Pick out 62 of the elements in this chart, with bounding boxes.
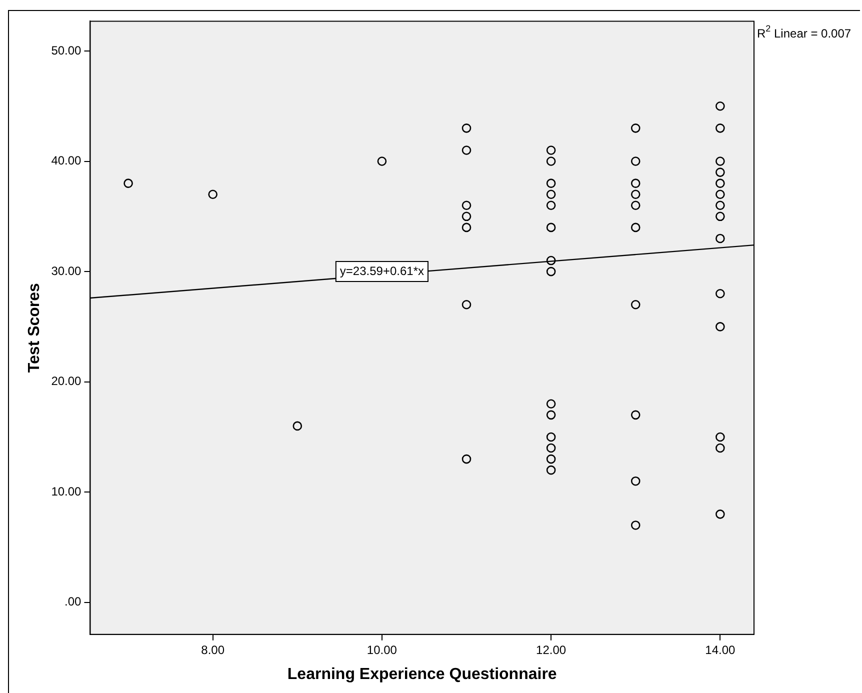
y-tick-label: 50.00 bbox=[51, 43, 82, 58]
point bbox=[124, 178, 133, 188]
y-tick-label: 30.00 bbox=[51, 264, 82, 278]
point bbox=[716, 212, 725, 222]
x-axis-title: Learning Experience Questionnaire bbox=[287, 666, 557, 683]
point bbox=[546, 178, 556, 188]
point bbox=[630, 124, 640, 133]
point bbox=[546, 200, 556, 210]
point bbox=[630, 222, 640, 232]
point bbox=[716, 190, 725, 199]
y-axis-title: Test Scores bbox=[26, 282, 44, 373]
y-tick-label: 40.00 bbox=[51, 154, 82, 168]
point bbox=[716, 200, 725, 210]
point bbox=[546, 432, 556, 442]
point bbox=[546, 454, 556, 464]
annotation: y=23.59+0.61*x bbox=[340, 264, 424, 278]
point bbox=[630, 476, 640, 486]
point bbox=[716, 443, 725, 453]
point bbox=[716, 234, 725, 244]
point bbox=[208, 190, 218, 199]
point bbox=[630, 190, 640, 199]
x-tick-label: 10.00 bbox=[366, 642, 398, 657]
point bbox=[630, 178, 640, 188]
y-tick-label: 10.00 bbox=[51, 484, 82, 498]
point bbox=[716, 124, 725, 133]
y-tick-label: 20.00 bbox=[51, 374, 82, 388]
point bbox=[716, 432, 725, 442]
point bbox=[546, 410, 556, 420]
point bbox=[716, 178, 725, 188]
point bbox=[546, 399, 556, 409]
x-tick-label: 12.00 bbox=[536, 642, 566, 657]
point bbox=[462, 222, 472, 232]
point bbox=[462, 212, 472, 222]
point bbox=[630, 410, 640, 420]
point bbox=[716, 510, 725, 519]
point bbox=[716, 156, 725, 166]
point bbox=[292, 421, 302, 431]
point bbox=[546, 222, 556, 232]
point bbox=[462, 124, 472, 133]
x-tick-label: 14.00 bbox=[705, 642, 736, 657]
point bbox=[462, 200, 472, 210]
x-tick-label: 8.00 bbox=[201, 642, 225, 657]
point bbox=[546, 256, 556, 266]
point bbox=[630, 200, 640, 210]
point bbox=[377, 156, 387, 166]
point bbox=[630, 300, 640, 310]
point bbox=[462, 146, 472, 155]
point bbox=[546, 146, 556, 155]
point bbox=[462, 300, 472, 310]
point bbox=[716, 168, 725, 177]
point bbox=[546, 190, 556, 199]
point bbox=[630, 520, 640, 530]
point bbox=[546, 266, 556, 276]
point bbox=[716, 101, 725, 111]
point bbox=[716, 322, 725, 332]
point bbox=[630, 156, 640, 166]
point bbox=[546, 465, 556, 475]
point bbox=[546, 156, 556, 166]
point bbox=[546, 443, 556, 453]
point bbox=[462, 454, 472, 464]
point bbox=[716, 288, 725, 298]
y-tick-label: .00 bbox=[64, 594, 82, 609]
